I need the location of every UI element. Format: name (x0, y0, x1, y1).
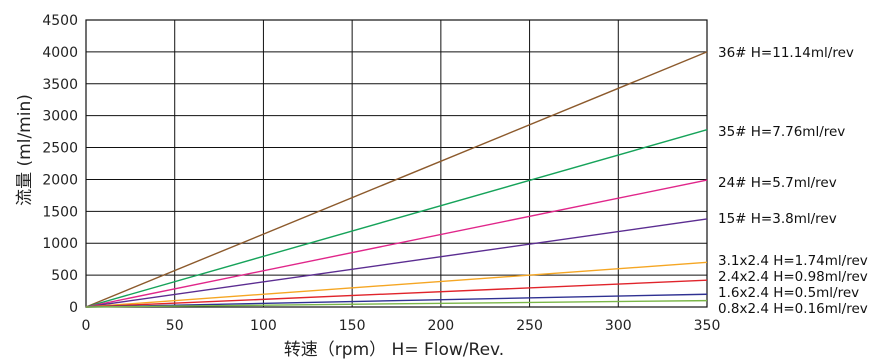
y-tick-label: 1000 (42, 236, 78, 252)
y-axis-title: 流量 (ml/min) (15, 94, 35, 206)
y-tick-label: 4000 (42, 45, 78, 61)
series-line (85, 179, 708, 308)
y-tick-label: 4500 (42, 13, 78, 29)
series-line (85, 129, 708, 308)
series-label: 3.1x2.4 H=1.74ml/rev (718, 253, 868, 269)
x-tick-label: 50 (166, 318, 184, 334)
series-line (85, 261, 708, 308)
x-tick-label: 100 (250, 318, 277, 334)
y-tick-label: 2500 (42, 141, 78, 157)
series-line (85, 279, 708, 308)
series-label: 15# H=3.8ml/rev (718, 211, 837, 227)
y-tick-label: 0 (69, 300, 78, 316)
series-label: 1.6x2.4 H=0.5ml/rev (718, 285, 859, 301)
series-label: 0.8x2.4 H=0.16ml/rev (718, 301, 868, 317)
y-tick-label: 3000 (42, 109, 78, 125)
series-label: 24# H=5.7ml/rev (718, 175, 837, 191)
series-lines (85, 51, 708, 308)
x-tick-label: 200 (427, 318, 454, 334)
x-tick-label: 350 (694, 318, 721, 334)
plot-frame (85, 19, 708, 308)
x-tick-label: 300 (605, 318, 632, 334)
series-line (85, 299, 708, 308)
x-axis-title: 转速（rpm） H= Flow/Rev. (284, 340, 504, 360)
x-tick-label: 0 (82, 318, 91, 334)
tick-labels: 0 500 1000 1500 2000 2500 3000 3500 4000 4500 0 50 1… (42, 13, 720, 334)
x-tick-label: 150 (339, 318, 366, 334)
x-tick-label: 250 (516, 318, 543, 334)
y-tick-label: 2000 (42, 172, 78, 188)
series-line (85, 51, 708, 308)
y-tick-label: 500 (51, 268, 78, 284)
y-tick-label: 3500 (42, 77, 78, 93)
series-line (85, 293, 708, 308)
series-label: 2.4x2.4 H=0.98ml/rev (718, 269, 868, 285)
y-tick-label: 1500 (42, 204, 78, 220)
series-label: 35# H=7.76ml/rev (718, 124, 845, 140)
grid (85, 19, 708, 308)
series-labels: 36# H=11.14ml/rev 35# H=7.76ml/rev 24# H=5… (718, 45, 868, 317)
series-line (85, 218, 708, 308)
series-label: 36# H=11.14ml/rev (718, 45, 854, 61)
